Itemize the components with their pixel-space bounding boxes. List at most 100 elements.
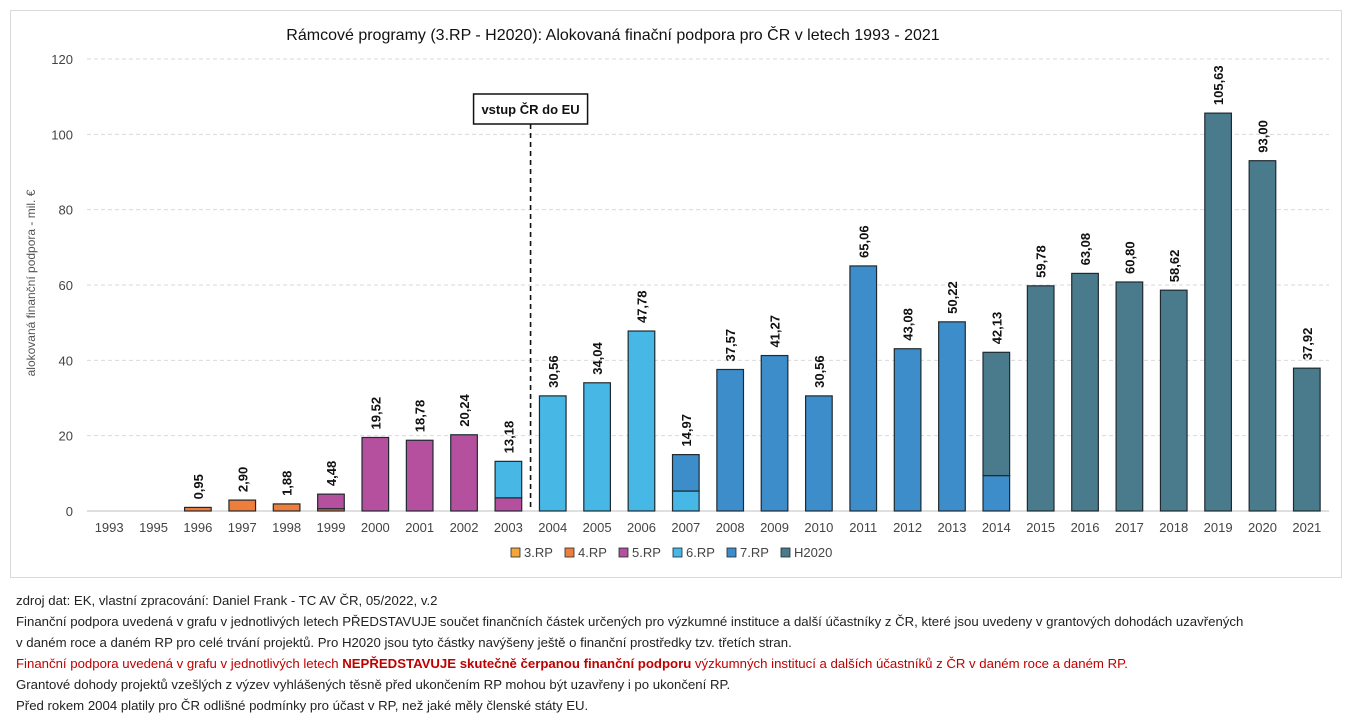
warning-note-bold: NEPŘEDSTAVUJE skutečně čerpanou finanční… — [342, 656, 692, 671]
data-label: 0,95 — [191, 474, 206, 499]
legend: 3.RP 4.RP 5.RP 6.RP 7.RP H2020 — [510, 545, 832, 560]
eu-entry-label: vstup ČR do EU — [481, 102, 579, 117]
data-label: 30,56 — [812, 355, 827, 388]
x-tick-label: 1993 — [95, 520, 124, 535]
data-label: 34,04 — [590, 341, 605, 374]
note-line-5: Před rokem 2004 platily pro ČR odlišné p… — [16, 698, 589, 713]
data-label: 37,57 — [723, 329, 738, 362]
data-label: 58,62 — [1167, 250, 1182, 283]
x-tick-label: 2012 — [893, 520, 922, 535]
data-label: 13,18 — [501, 421, 516, 454]
x-tick-label: 1998 — [272, 520, 301, 535]
eu-entry-box — [472, 93, 589, 125]
x-tick-label: 2013 — [938, 520, 967, 535]
note-line-4: Grantové dohody projektů vzešlých z výze… — [16, 677, 731, 692]
data-label: 19,52 — [368, 397, 383, 430]
data-label: 42,13 — [989, 312, 1004, 345]
chart-svg: Rámcové programy (3.RP - H2020): Alokova… — [24, 25, 1329, 560]
x-tick-label: 1999 — [317, 520, 346, 535]
y-tick-labels: 0 20 40 60 80 100 120 — [51, 52, 73, 519]
data-label: 60,80 — [1122, 241, 1137, 274]
x-tick-label: 2019 — [1204, 520, 1233, 535]
bar-5rp-1999 — [317, 493, 345, 510]
legend-label: 7.RP — [740, 545, 769, 560]
bar-h2020-2018 — [1159, 289, 1188, 512]
data-label: 50,22 — [945, 281, 960, 314]
y-tick-label: 0 — [66, 504, 73, 519]
x-tick-label: 2020 — [1248, 520, 1277, 535]
bar-7rp-2008 — [716, 368, 745, 512]
x-tick-label: 2003 — [494, 520, 523, 535]
x-tick-label: 1996 — [183, 520, 212, 535]
bar-6rp-2004 — [538, 395, 567, 512]
data-label: 59,78 — [1034, 245, 1049, 278]
bar-h2020-2015 — [1026, 285, 1055, 512]
bar-5rp-2001 — [405, 439, 434, 512]
legend-swatch — [564, 547, 575, 558]
eu-entry-annotation: vstup ČR do EU — [472, 93, 589, 511]
x-tick-label: 2001 — [405, 520, 434, 535]
x-tick-label: 1997 — [228, 520, 257, 535]
bar-5rp-2003 — [494, 497, 523, 512]
bar-7rp-2009 — [760, 354, 789, 512]
x-tick-label: 2008 — [716, 520, 745, 535]
warning-note-pre: Finanční podpora uvedená v grafu v jedno… — [16, 656, 343, 671]
bar-7rp-2013 — [938, 321, 966, 512]
data-label: 18,78 — [413, 400, 428, 433]
data-label: 105,63 — [1211, 65, 1226, 105]
bar-6rp-2003 — [494, 460, 523, 499]
note-line-1: Finanční podpora uvedená v grafu v jedno… — [16, 614, 1244, 629]
chart-frame: Rámcové programy (3.RP - H2020): Alokova… — [10, 10, 1342, 578]
y-tick-label: 100 — [51, 127, 73, 142]
x-tick-label: 2004 — [538, 520, 567, 535]
bar-6rp-2005 — [583, 382, 612, 512]
chart-notes: zdroj dat: EK, vlastní zpracování: Danie… — [16, 590, 1341, 716]
data-label: 65,06 — [856, 225, 871, 258]
y-tick-label: 20 — [59, 429, 73, 444]
legend-label: H2020 — [794, 545, 832, 560]
data-label: 30,56 — [546, 355, 561, 388]
bar-5rp-2000 — [361, 436, 390, 512]
bar-h2020-2021 — [1292, 367, 1321, 512]
data-label: 47,78 — [634, 290, 649, 323]
legend-label: 3.RP — [524, 545, 553, 560]
bar-h2020-2019 — [1204, 112, 1233, 512]
bar-4rp-1996 — [183, 506, 212, 512]
legend-label: 5.RP — [632, 545, 661, 560]
data-label: 4,48 — [324, 461, 339, 486]
legend-swatch — [510, 547, 521, 558]
x-tick-label: 2011 — [849, 520, 877, 535]
bar-4rp-1998 — [272, 503, 301, 512]
y-tick-label: 40 — [59, 353, 73, 368]
note-line-2: v daném roce a daném RP pro celé trvání … — [16, 635, 792, 650]
x-tick-labels: 1993 1995 1996 1997 1998 1999 2000 2001 2002 2003… — [95, 520, 1322, 535]
source-note: zdroj dat: EK, vlastní zpracování: Danie… — [16, 593, 438, 608]
y-tick-label: 120 — [51, 52, 73, 67]
bar-h2020-2020 — [1248, 160, 1277, 512]
bar-6rp-2006 — [627, 330, 656, 512]
bar-h2020-2014 — [982, 351, 1011, 477]
legend-swatch — [618, 547, 629, 558]
x-tick-label: 2018 — [1159, 520, 1188, 535]
x-tick-label: 2007 — [671, 520, 700, 535]
y-axis-label: alokovaná finanční podpora - mil. € — [24, 189, 38, 376]
data-labels: 0,95 2,90 1,88 4,48 19,52 18,78 20,24 13,18 30,5… — [191, 65, 1315, 499]
x-tick-label: 2016 — [1071, 520, 1100, 535]
x-tick-label: 2015 — [1026, 520, 1055, 535]
legend-swatch — [726, 547, 737, 558]
chart-title: Rámcové programy (3.RP - H2020): Alokova… — [286, 25, 939, 44]
data-label: 63,08 — [1078, 233, 1093, 266]
bar-h2020-2016 — [1071, 272, 1099, 512]
x-tick-label: 2000 — [361, 520, 390, 535]
data-label: 93,00 — [1255, 120, 1270, 153]
legend-label: 6.RP — [686, 545, 715, 560]
x-tick-label: 2006 — [627, 520, 656, 535]
legend-label: 4.RP — [578, 545, 607, 560]
bar-6rp-2007 — [671, 490, 700, 512]
x-tick-label: 2021 — [1292, 520, 1321, 535]
y-tick-label: 80 — [59, 203, 73, 218]
x-tick-label: 2017 — [1115, 520, 1144, 535]
bar-7rp-2012 — [893, 348, 922, 512]
data-label: 43,08 — [901, 308, 916, 341]
bar-4rp-1997 — [228, 499, 257, 512]
